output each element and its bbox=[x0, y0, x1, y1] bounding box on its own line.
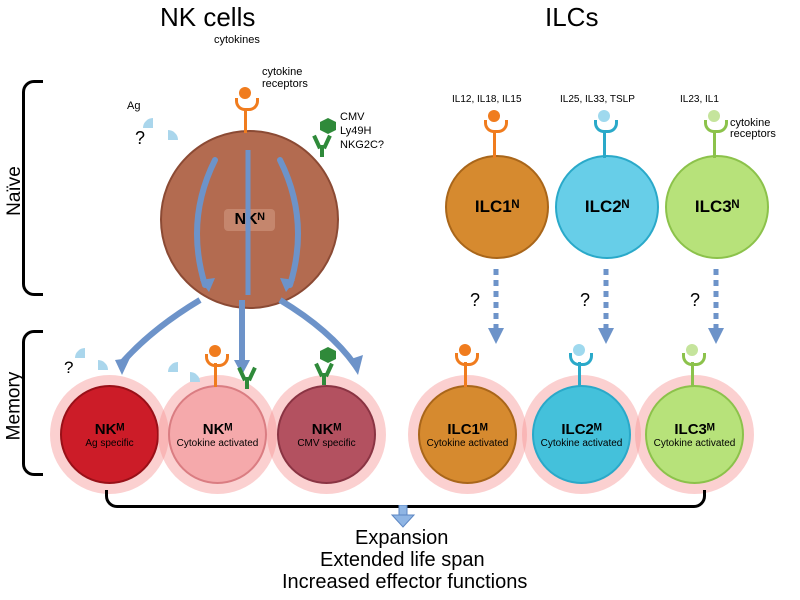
cell-ilc2-naive-label: ILC2ᴺ bbox=[585, 197, 629, 217]
cell-nkm1-sub: Ag specific bbox=[85, 438, 133, 449]
nk-cyt-cup bbox=[235, 98, 259, 111]
ilc1-dashed-arrow bbox=[486, 266, 506, 351]
cell-ilc3m: ILC3ᴹ Cytokine activated bbox=[645, 385, 744, 484]
cell-ilc1m-name: ILC1ᴹ bbox=[447, 421, 487, 438]
ilc3n-ball bbox=[708, 110, 720, 122]
cell-ilc2m: ILC2ᴹ Cytokine activated bbox=[532, 385, 631, 484]
cmv-list-label: CMV Ly49H NKG2C? bbox=[340, 110, 384, 152]
ilc2m-ball bbox=[573, 344, 585, 356]
ilc2-cytokines: IL25, IL33, TSLP bbox=[560, 94, 635, 105]
title-ilc: ILCs bbox=[545, 2, 598, 33]
nk-cyt-ball bbox=[239, 87, 251, 99]
nk-receptor-label: cytokine receptors bbox=[262, 66, 332, 90]
ilc2n-stem bbox=[603, 130, 606, 158]
title-nk: NK cells bbox=[160, 2, 255, 33]
cell-ilc1-naive: ILC1ᴺ bbox=[445, 155, 549, 259]
label-naive: Naïve bbox=[4, 166, 26, 216]
q-ilc3: ? bbox=[690, 290, 700, 311]
ilc2n-cup bbox=[594, 120, 618, 133]
cell-nkm2-name: NKᴹ bbox=[203, 421, 232, 438]
cell-ilc3m-name: ILC3ᴹ bbox=[674, 421, 714, 438]
nk-to-memory-arrows bbox=[80, 290, 380, 380]
ilc2-dashed-arrow bbox=[596, 266, 616, 351]
cell-ilc3m-sub: Cytokine activated bbox=[654, 438, 736, 449]
cell-ilc2m-sub: Cytokine activated bbox=[541, 438, 623, 449]
cell-ilc1m-sub: Cytokine activated bbox=[427, 438, 509, 449]
cell-nkm3: NKᴹ CMV specific bbox=[277, 385, 376, 484]
bottom-arrow bbox=[390, 505, 416, 529]
q-ilc2: ? bbox=[580, 290, 590, 311]
ag-label: Ag bbox=[127, 100, 140, 112]
cell-ilc3-naive: ILC3ᴺ bbox=[665, 155, 769, 259]
nk-inner-arrows bbox=[160, 130, 335, 305]
label-memory: Memory bbox=[3, 372, 25, 441]
bottom-l1: Expansion bbox=[355, 527, 448, 550]
cell-nkm1: NKᴹ Ag specific bbox=[60, 385, 159, 484]
ilc-receptor-label: cytokine receptors bbox=[730, 118, 790, 140]
bottom-l2: Extended life span bbox=[320, 549, 485, 572]
cell-ilc1m: ILC1ᴹ Cytokine activated bbox=[418, 385, 517, 484]
bottom-l3: Increased effector functions bbox=[282, 571, 527, 594]
cell-nkm3-name: NKᴹ bbox=[312, 421, 341, 438]
q-ilc1: ? bbox=[470, 290, 480, 311]
cell-ilc2-naive: ILC2ᴺ bbox=[555, 155, 659, 259]
ilc3m-ball bbox=[686, 344, 698, 356]
cell-nkm2: NKᴹ Cytokine activated bbox=[168, 385, 267, 484]
cell-nkm2-sub: Cytokine activated bbox=[177, 438, 259, 449]
ilc3n-cup bbox=[704, 120, 728, 133]
ilc1n-stem bbox=[493, 130, 496, 158]
cell-ilc1-naive-label: ILC1ᴺ bbox=[475, 197, 519, 217]
ilc1m-ball bbox=[459, 344, 471, 356]
ilc2n-ball bbox=[598, 110, 610, 122]
cell-nkm1-name: NKᴹ bbox=[95, 421, 124, 438]
ilc1n-cup bbox=[484, 120, 508, 133]
cell-ilc2m-name: ILC2ᴹ bbox=[561, 421, 601, 438]
ilc3-dashed-arrow bbox=[706, 266, 726, 351]
nkm3-y-icon bbox=[317, 363, 331, 379]
ilc3n-stem bbox=[713, 130, 716, 158]
ilc3-cytokines: IL23, IL1 bbox=[680, 94, 719, 105]
ilc1n-ball bbox=[488, 110, 500, 122]
cell-nkm3-sub: CMV specific bbox=[297, 438, 355, 449]
ilc1-cytokines: IL12, IL18, IL15 bbox=[452, 94, 522, 105]
cell-ilc3-naive-label: ILC3ᴺ bbox=[695, 197, 739, 217]
q-ag: ? bbox=[135, 128, 145, 149]
q-nkm1: ? bbox=[64, 358, 73, 378]
nk-cytokines-label: cytokines bbox=[214, 34, 260, 46]
nkm2-cyt-ball bbox=[209, 345, 221, 357]
nkm2-y-icon bbox=[240, 367, 254, 383]
